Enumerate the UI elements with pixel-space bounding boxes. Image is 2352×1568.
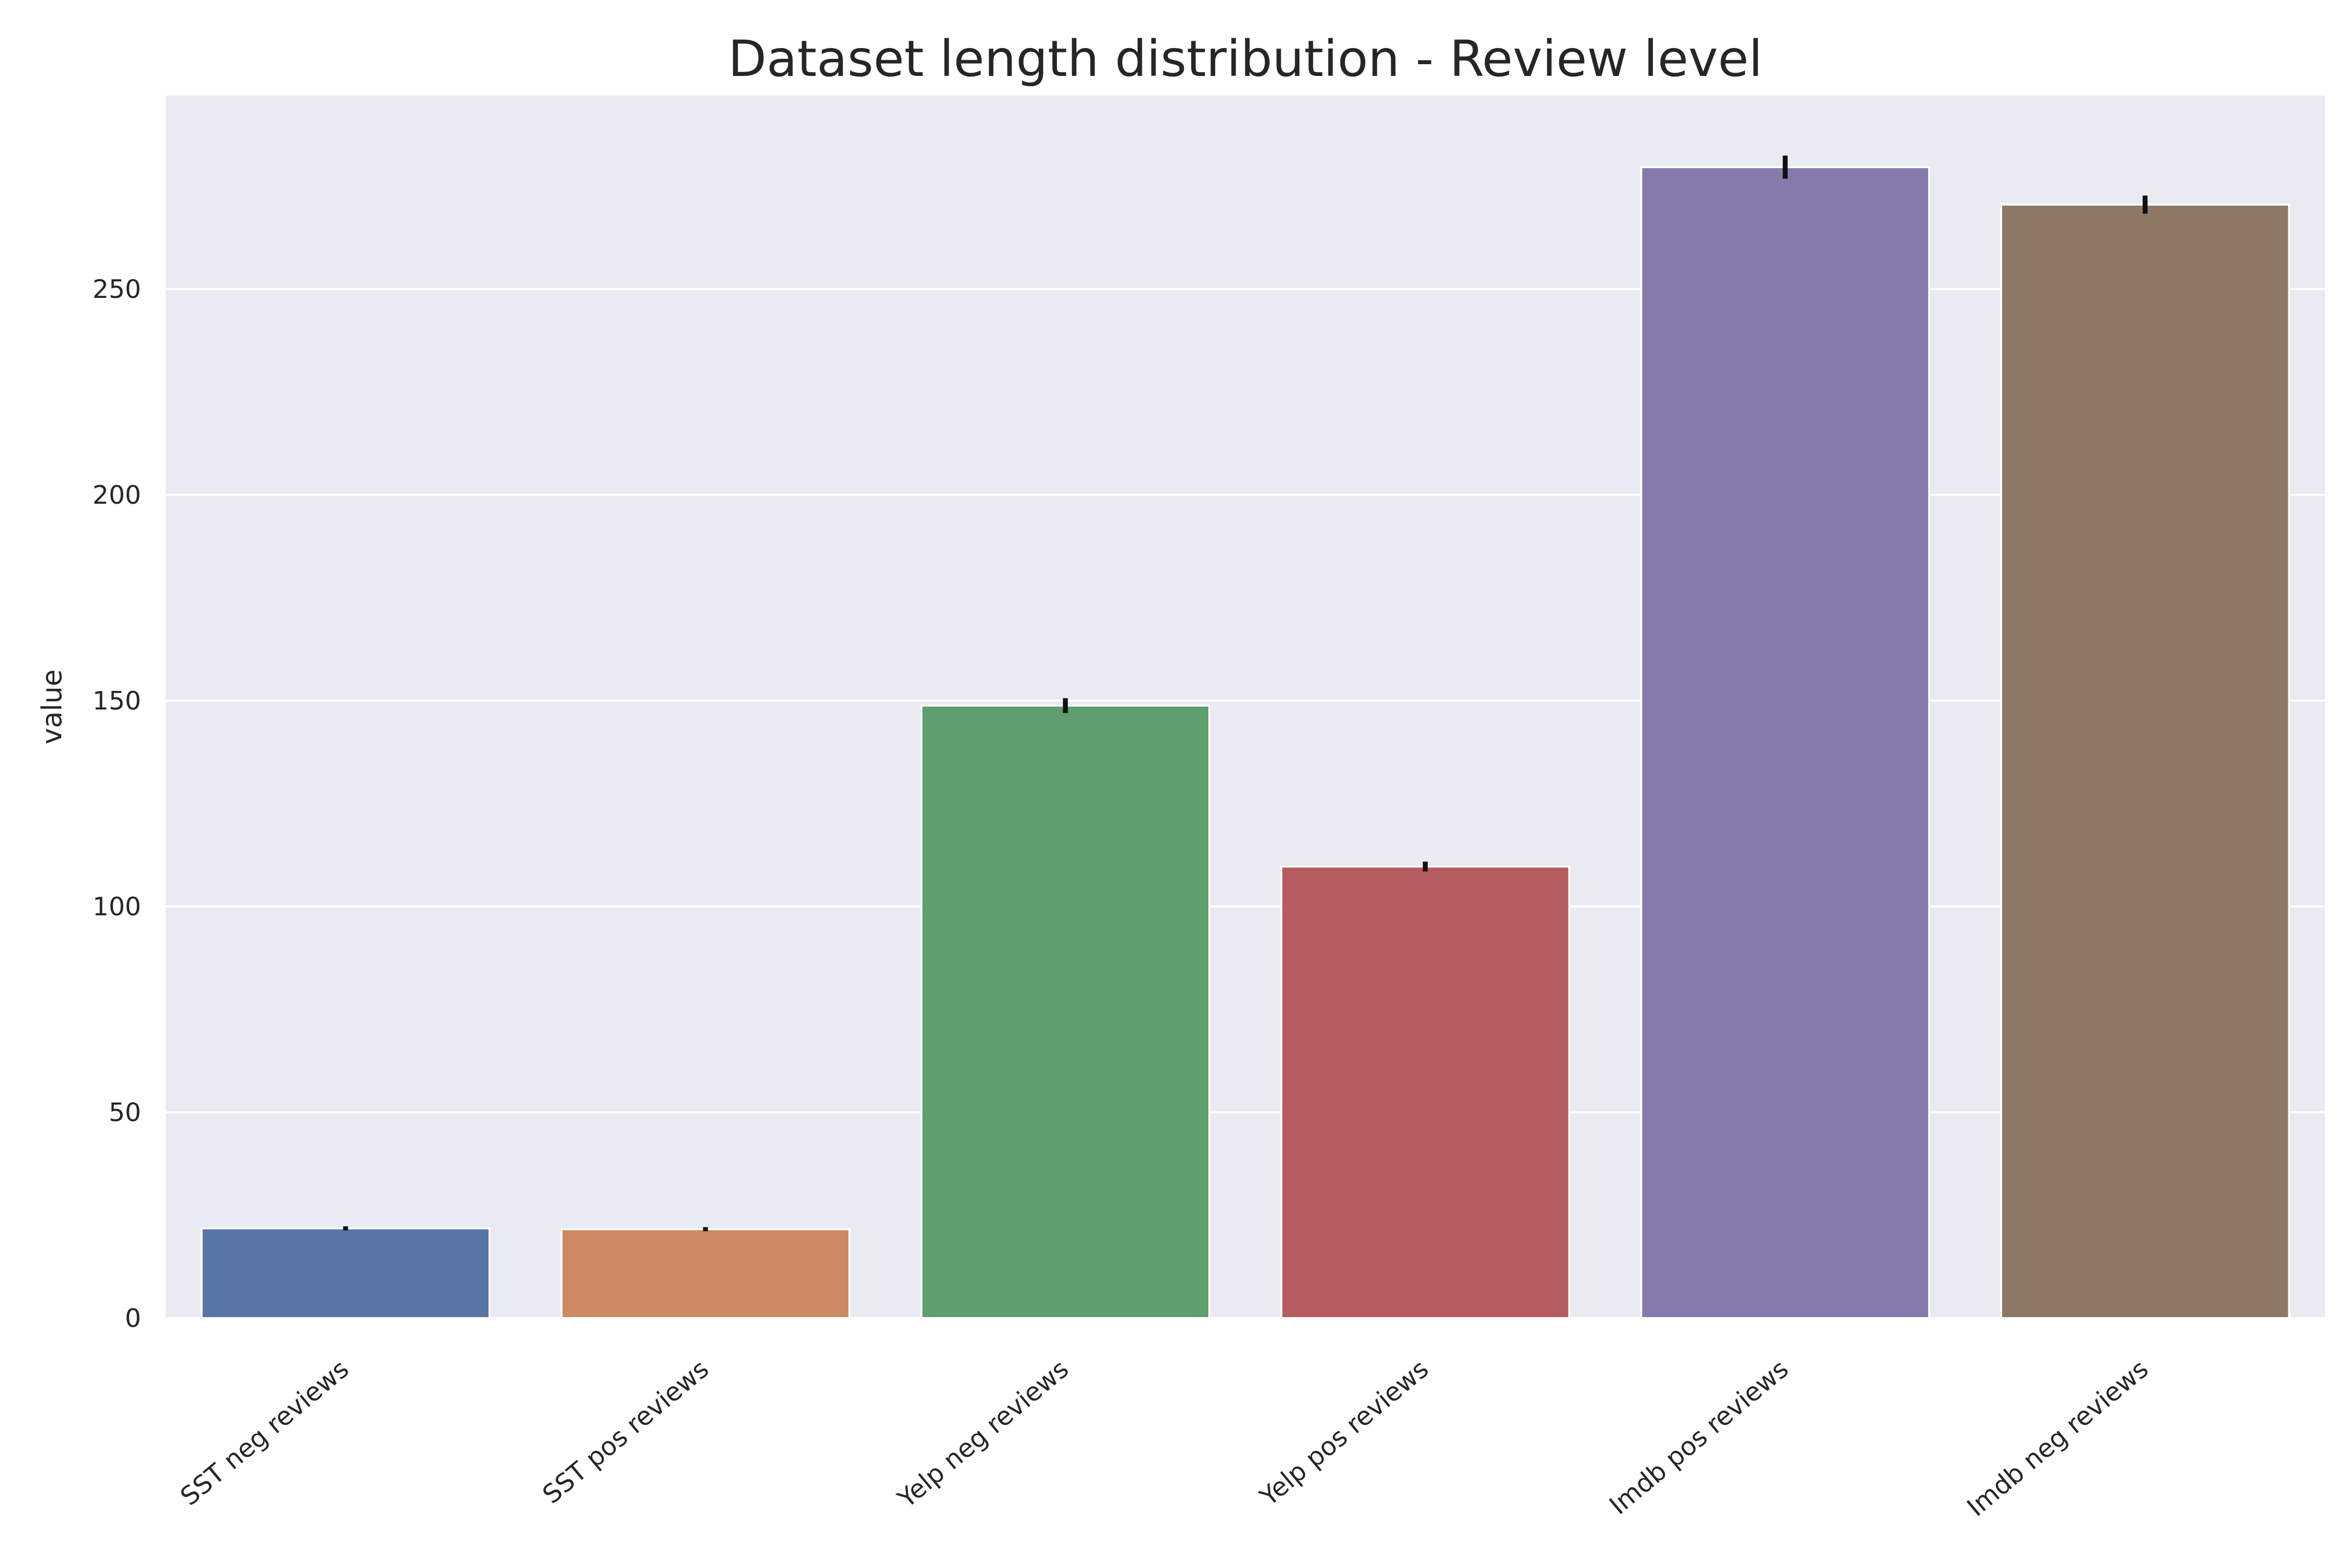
bars-layer: [200, 166, 2290, 1320]
plot-area: [166, 96, 2325, 1318]
y-tick-label: 100: [93, 892, 141, 922]
x-tick-label: SST pos reviews: [537, 1354, 714, 1510]
y-tick-label: 200: [93, 481, 141, 510]
y-tick-label: 250: [93, 275, 141, 304]
y-axis-label: value: [36, 669, 68, 744]
x-tick-label: Yelp pos reviews: [1254, 1354, 1434, 1512]
x-tick-label: SST neg reviews: [175, 1354, 354, 1512]
grid-layer: [166, 288, 2325, 1319]
error-bars-layer: [343, 155, 2148, 1231]
bar: [1280, 865, 1570, 1320]
x-tick-label: Imdb neg reviews: [1962, 1354, 2155, 1522]
y-tick-label: 150: [93, 686, 141, 716]
bar: [920, 704, 1211, 1319]
y-tick-labels: 0 50 100 150 200 250: [93, 275, 141, 1333]
bar: [1640, 166, 1931, 1320]
y-tick-label: 50: [109, 1098, 141, 1127]
x-tick-labels: SST neg reviews SST pos reviews Yelp neg r…: [175, 1354, 2154, 1522]
x-tick-label: Imdb pos reviews: [1604, 1354, 1794, 1520]
chart-title: Dataset length distribution - Review lev…: [728, 30, 1763, 88]
bar: [560, 1228, 851, 1319]
x-tick-label: Yelp neg reviews: [892, 1354, 1075, 1514]
bar: [2000, 203, 2290, 1319]
bar: [200, 1227, 491, 1319]
y-tick-label: 0: [125, 1304, 141, 1333]
